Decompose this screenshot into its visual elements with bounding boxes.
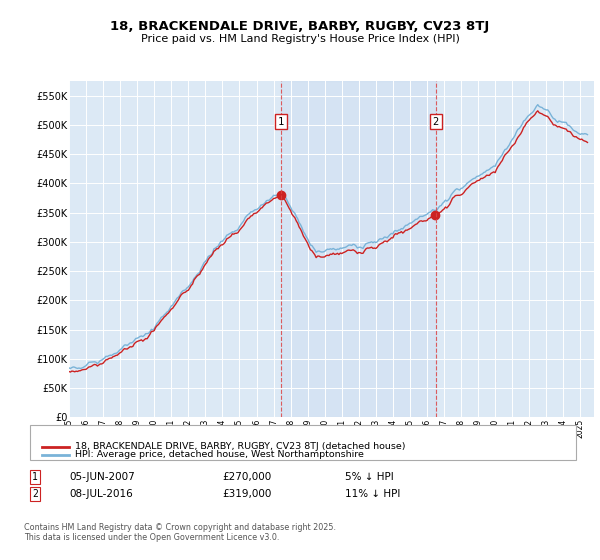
Text: 5% ↓ HPI: 5% ↓ HPI xyxy=(345,472,394,482)
Text: 1: 1 xyxy=(32,472,38,482)
Text: 2: 2 xyxy=(32,489,38,499)
Text: 11% ↓ HPI: 11% ↓ HPI xyxy=(345,489,400,499)
Text: £270,000: £270,000 xyxy=(222,472,271,482)
Text: 05-JUN-2007: 05-JUN-2007 xyxy=(69,472,135,482)
Text: 18, BRACKENDALE DRIVE, BARBY, RUGBY, CV23 8TJ (detached house): 18, BRACKENDALE DRIVE, BARBY, RUGBY, CV2… xyxy=(75,442,406,451)
Text: 18, BRACKENDALE DRIVE, BARBY, RUGBY, CV23 8TJ: 18, BRACKENDALE DRIVE, BARBY, RUGBY, CV2… xyxy=(110,20,490,32)
Bar xyxy=(281,81,436,417)
Text: 08-JUL-2016: 08-JUL-2016 xyxy=(69,489,133,499)
Text: Contains HM Land Registry data © Crown copyright and database right 2025.: Contains HM Land Registry data © Crown c… xyxy=(24,523,336,532)
Text: 1: 1 xyxy=(278,116,284,127)
Text: HPI: Average price, detached house, West Northamptonshire: HPI: Average price, detached house, West… xyxy=(75,450,364,459)
Text: This data is licensed under the Open Government Licence v3.0.: This data is licensed under the Open Gov… xyxy=(24,533,280,542)
Text: 2: 2 xyxy=(433,116,439,127)
Text: Price paid vs. HM Land Registry's House Price Index (HPI): Price paid vs. HM Land Registry's House … xyxy=(140,34,460,44)
Text: £319,000: £319,000 xyxy=(222,489,271,499)
